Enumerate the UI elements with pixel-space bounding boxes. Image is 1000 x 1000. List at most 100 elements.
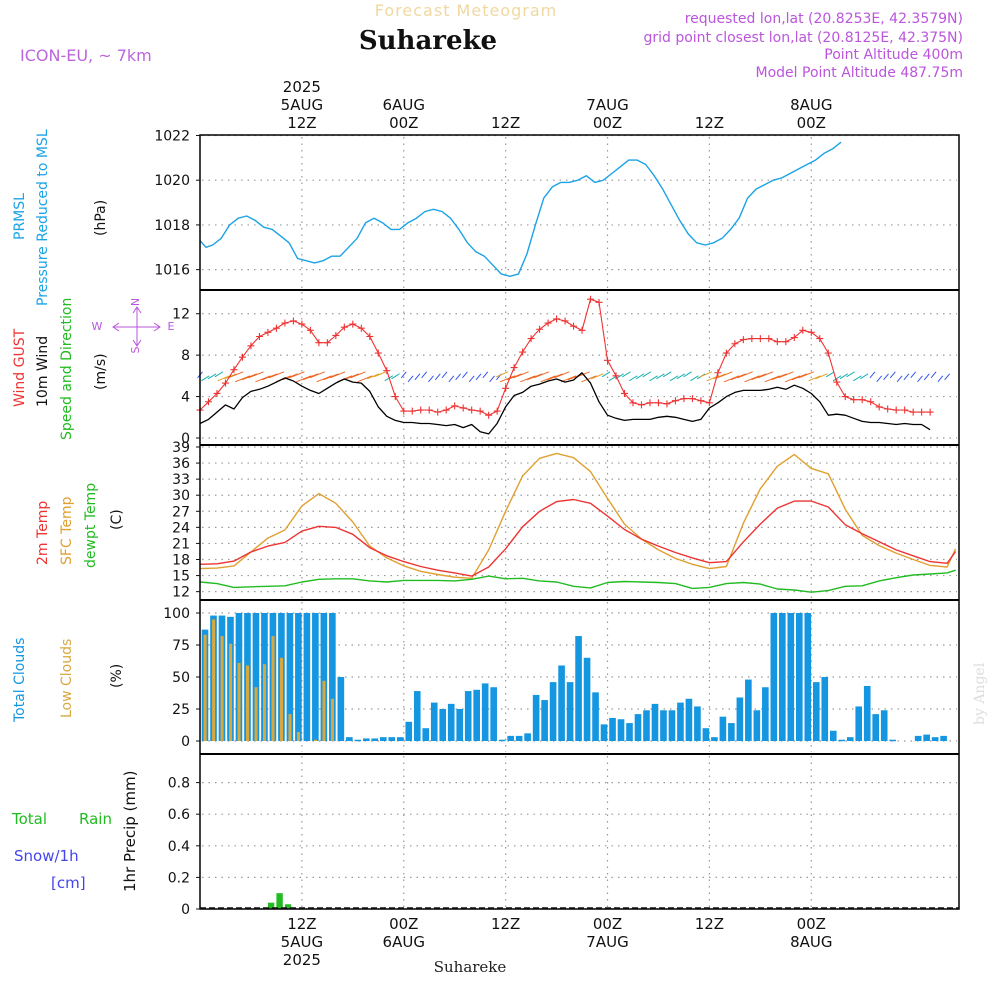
y-tick-label: 30 xyxy=(172,488,190,504)
wind-gust-marker xyxy=(340,323,348,331)
wind-barb xyxy=(923,373,930,381)
rain-bar xyxy=(284,904,292,909)
compass-s: S xyxy=(129,346,142,353)
total-cloud-bar xyxy=(914,735,922,741)
total-cloud-bar xyxy=(600,724,608,741)
wind-barb xyxy=(441,371,448,379)
total-cloud-bar xyxy=(643,710,650,741)
total-cloud-bar xyxy=(855,706,863,741)
total-cloud-bar xyxy=(575,636,582,741)
compass-w: W xyxy=(92,320,103,333)
wind-gust-marker xyxy=(264,328,272,336)
top-time-label: 12Z xyxy=(695,114,724,132)
wind-gust-marker xyxy=(323,339,331,347)
dewpt-temp-line xyxy=(199,569,956,593)
wind-gust-marker xyxy=(850,396,858,404)
total-cloud-bar xyxy=(940,735,947,741)
low-cloud-bar xyxy=(296,732,301,741)
total-cloud-bar xyxy=(473,689,480,741)
y-tick-label: 12 xyxy=(172,307,190,323)
total-cloud-bar xyxy=(498,739,506,742)
wind-barb xyxy=(302,373,319,381)
footer-location: Suhareke xyxy=(434,958,507,976)
low-cloud-bar xyxy=(330,698,334,741)
wind-barb xyxy=(400,371,407,379)
total-cloud-bar xyxy=(303,613,311,741)
wind-barb xyxy=(808,375,821,382)
wind-gust-marker xyxy=(680,395,688,403)
low-cloud-bar xyxy=(220,636,224,741)
y-tick-label: 50 xyxy=(172,670,190,686)
wind-barb xyxy=(832,375,842,382)
wind-gust-marker xyxy=(620,389,628,397)
y-tick-labels: 1016101810201022048121215182124273033363… xyxy=(154,128,200,918)
total-cloud-bar xyxy=(931,737,939,741)
wind-gust-marker xyxy=(391,393,399,401)
wind-gust-marker xyxy=(587,295,595,303)
total-cloud-bar xyxy=(889,739,897,742)
wind-barb xyxy=(255,375,271,383)
wind-barb xyxy=(343,373,359,381)
wind-gust-marker xyxy=(357,324,365,332)
y-tick-label: 18 xyxy=(172,553,190,569)
wind-gust-marker xyxy=(790,334,798,342)
wind-gust-marker xyxy=(731,340,739,348)
wind-barb xyxy=(282,373,298,381)
wind-gust-marker xyxy=(442,406,450,414)
wind-barb xyxy=(495,371,509,378)
point-altitude: Point Altitude 400m xyxy=(824,47,963,63)
wind-gust-marker xyxy=(289,317,297,325)
snow-unit-label: [cm] xyxy=(51,874,86,892)
wind-gust-marker xyxy=(816,335,824,343)
compass-e: E xyxy=(168,320,175,333)
wind-gust-marker xyxy=(510,364,518,372)
wind-gust-marker xyxy=(408,407,416,415)
wind-barb xyxy=(547,373,563,381)
wind-gust-marker xyxy=(485,411,493,419)
total-cloud-bar xyxy=(507,735,514,741)
wind-gust-marker xyxy=(221,379,229,387)
wind-gust-marker xyxy=(213,389,221,397)
wind-barb xyxy=(649,375,658,382)
wind-barb xyxy=(717,371,733,379)
subtitle: Forecast Meteogram xyxy=(375,1,557,20)
wind-gust-marker xyxy=(417,406,425,414)
wind-gust-marker xyxy=(892,406,900,414)
wind-barb xyxy=(622,371,631,378)
low-cloud-bar xyxy=(254,687,258,741)
total-cloud-bar xyxy=(422,728,430,741)
wind-gust-marker xyxy=(527,335,535,343)
temp-sfc-label: SFC Temp xyxy=(59,496,75,565)
wind-barb xyxy=(289,371,305,379)
wind-gust-marker xyxy=(459,404,467,412)
wind-barb xyxy=(883,373,889,381)
wind-gust-marker xyxy=(255,333,263,340)
wind-barb xyxy=(690,375,699,382)
total-cloud-bar xyxy=(812,682,820,741)
watermark: by Angel xyxy=(972,662,988,725)
wind-barb xyxy=(224,373,237,380)
rain-label: Rain xyxy=(79,810,112,828)
total-cloud-bar xyxy=(481,683,489,741)
low-cloud-bar xyxy=(237,662,241,741)
requested-coords: requested lon,lat (20.8253E, 42.3579N) xyxy=(685,11,963,27)
wind-gust-marker xyxy=(561,317,569,325)
wind-gust-marker xyxy=(434,408,442,416)
wind-barb xyxy=(309,371,325,379)
wind-barb xyxy=(357,375,373,383)
temp-2m-label: 2m Temp xyxy=(35,501,51,565)
total-cloud-bar xyxy=(795,613,803,741)
total-cloud-bar xyxy=(923,734,930,741)
wind-barb xyxy=(757,371,774,379)
wind-barb xyxy=(462,371,468,379)
chart-panels xyxy=(196,141,957,910)
wind-gust-marker xyxy=(799,326,807,334)
low-cloud-bar xyxy=(262,664,267,741)
model-label: ICON-EU, ~ 7km xyxy=(20,46,152,65)
wind-barb xyxy=(455,373,462,381)
y-tick-label: 0.8 xyxy=(168,776,190,792)
wind-barb xyxy=(917,375,923,383)
total-cloud-bar xyxy=(872,714,880,741)
total-cloud-bar xyxy=(312,613,319,741)
wind-gust-marker xyxy=(272,324,280,332)
